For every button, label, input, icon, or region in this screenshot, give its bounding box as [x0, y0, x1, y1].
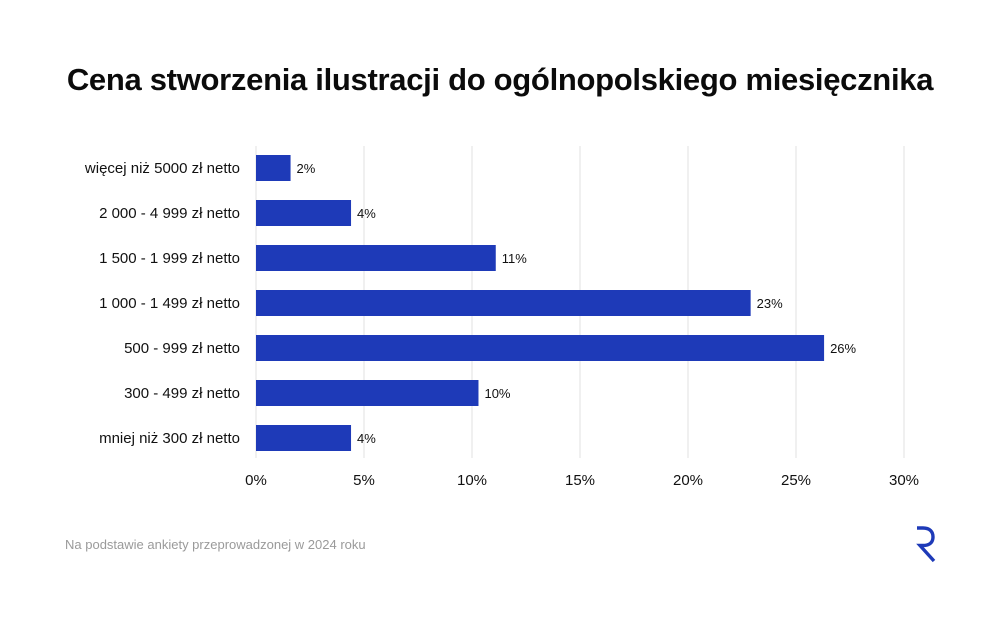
- x-tick-label: 15%: [565, 472, 595, 489]
- data-label: 4%: [357, 206, 376, 221]
- bar: [256, 290, 751, 316]
- x-axis-ticks: 0% 5% 10% 15% 20% 25% 30%: [245, 472, 919, 489]
- chart-title: Cena stworzenia ilustracji do ogólnopols…: [66, 62, 934, 97]
- data-label: 4%: [357, 431, 376, 446]
- category-label: 1 500 - 1 999 zł netto: [99, 250, 240, 267]
- category-label: 500 - 999 zł netto: [124, 340, 240, 357]
- bar: [256, 245, 496, 271]
- bars: [256, 155, 825, 451]
- data-label: 2%: [297, 161, 316, 176]
- x-tick-label: 25%: [781, 472, 811, 489]
- bar: [256, 200, 352, 226]
- bar: [256, 155, 291, 181]
- category-label: 1 000 - 1 499 zł netto: [99, 295, 240, 312]
- data-label: 10%: [484, 386, 510, 401]
- x-tick-label: 30%: [889, 472, 919, 489]
- bar: [256, 380, 479, 406]
- x-tick-label: 20%: [673, 472, 703, 489]
- source-note: Na podstawie ankiety przeprowadzonej w 2…: [65, 537, 366, 552]
- x-tick-label: 0%: [245, 472, 267, 489]
- category-labels: więcej niż 5000 zł netto 2 000 - 4 999 zł…: [84, 160, 240, 447]
- value-labels: 2% 4% 11% 23% 26% 10% 4%: [297, 161, 857, 446]
- data-label: 26%: [830, 341, 856, 356]
- x-tick-label: 10%: [457, 472, 487, 489]
- data-label: 11%: [502, 251, 527, 266]
- category-label: 2 000 - 4 999 zł netto: [99, 205, 240, 222]
- category-label: mniej niż 300 zł netto: [99, 430, 240, 447]
- bar: [256, 335, 825, 361]
- category-label: 300 - 499 zł netto: [124, 385, 240, 402]
- data-label: 23%: [757, 296, 783, 311]
- r-logo-icon: [916, 526, 936, 563]
- x-tick-label: 5%: [353, 472, 375, 489]
- category-label: więcej niż 5000 zł netto: [84, 160, 240, 177]
- bar: [256, 425, 352, 451]
